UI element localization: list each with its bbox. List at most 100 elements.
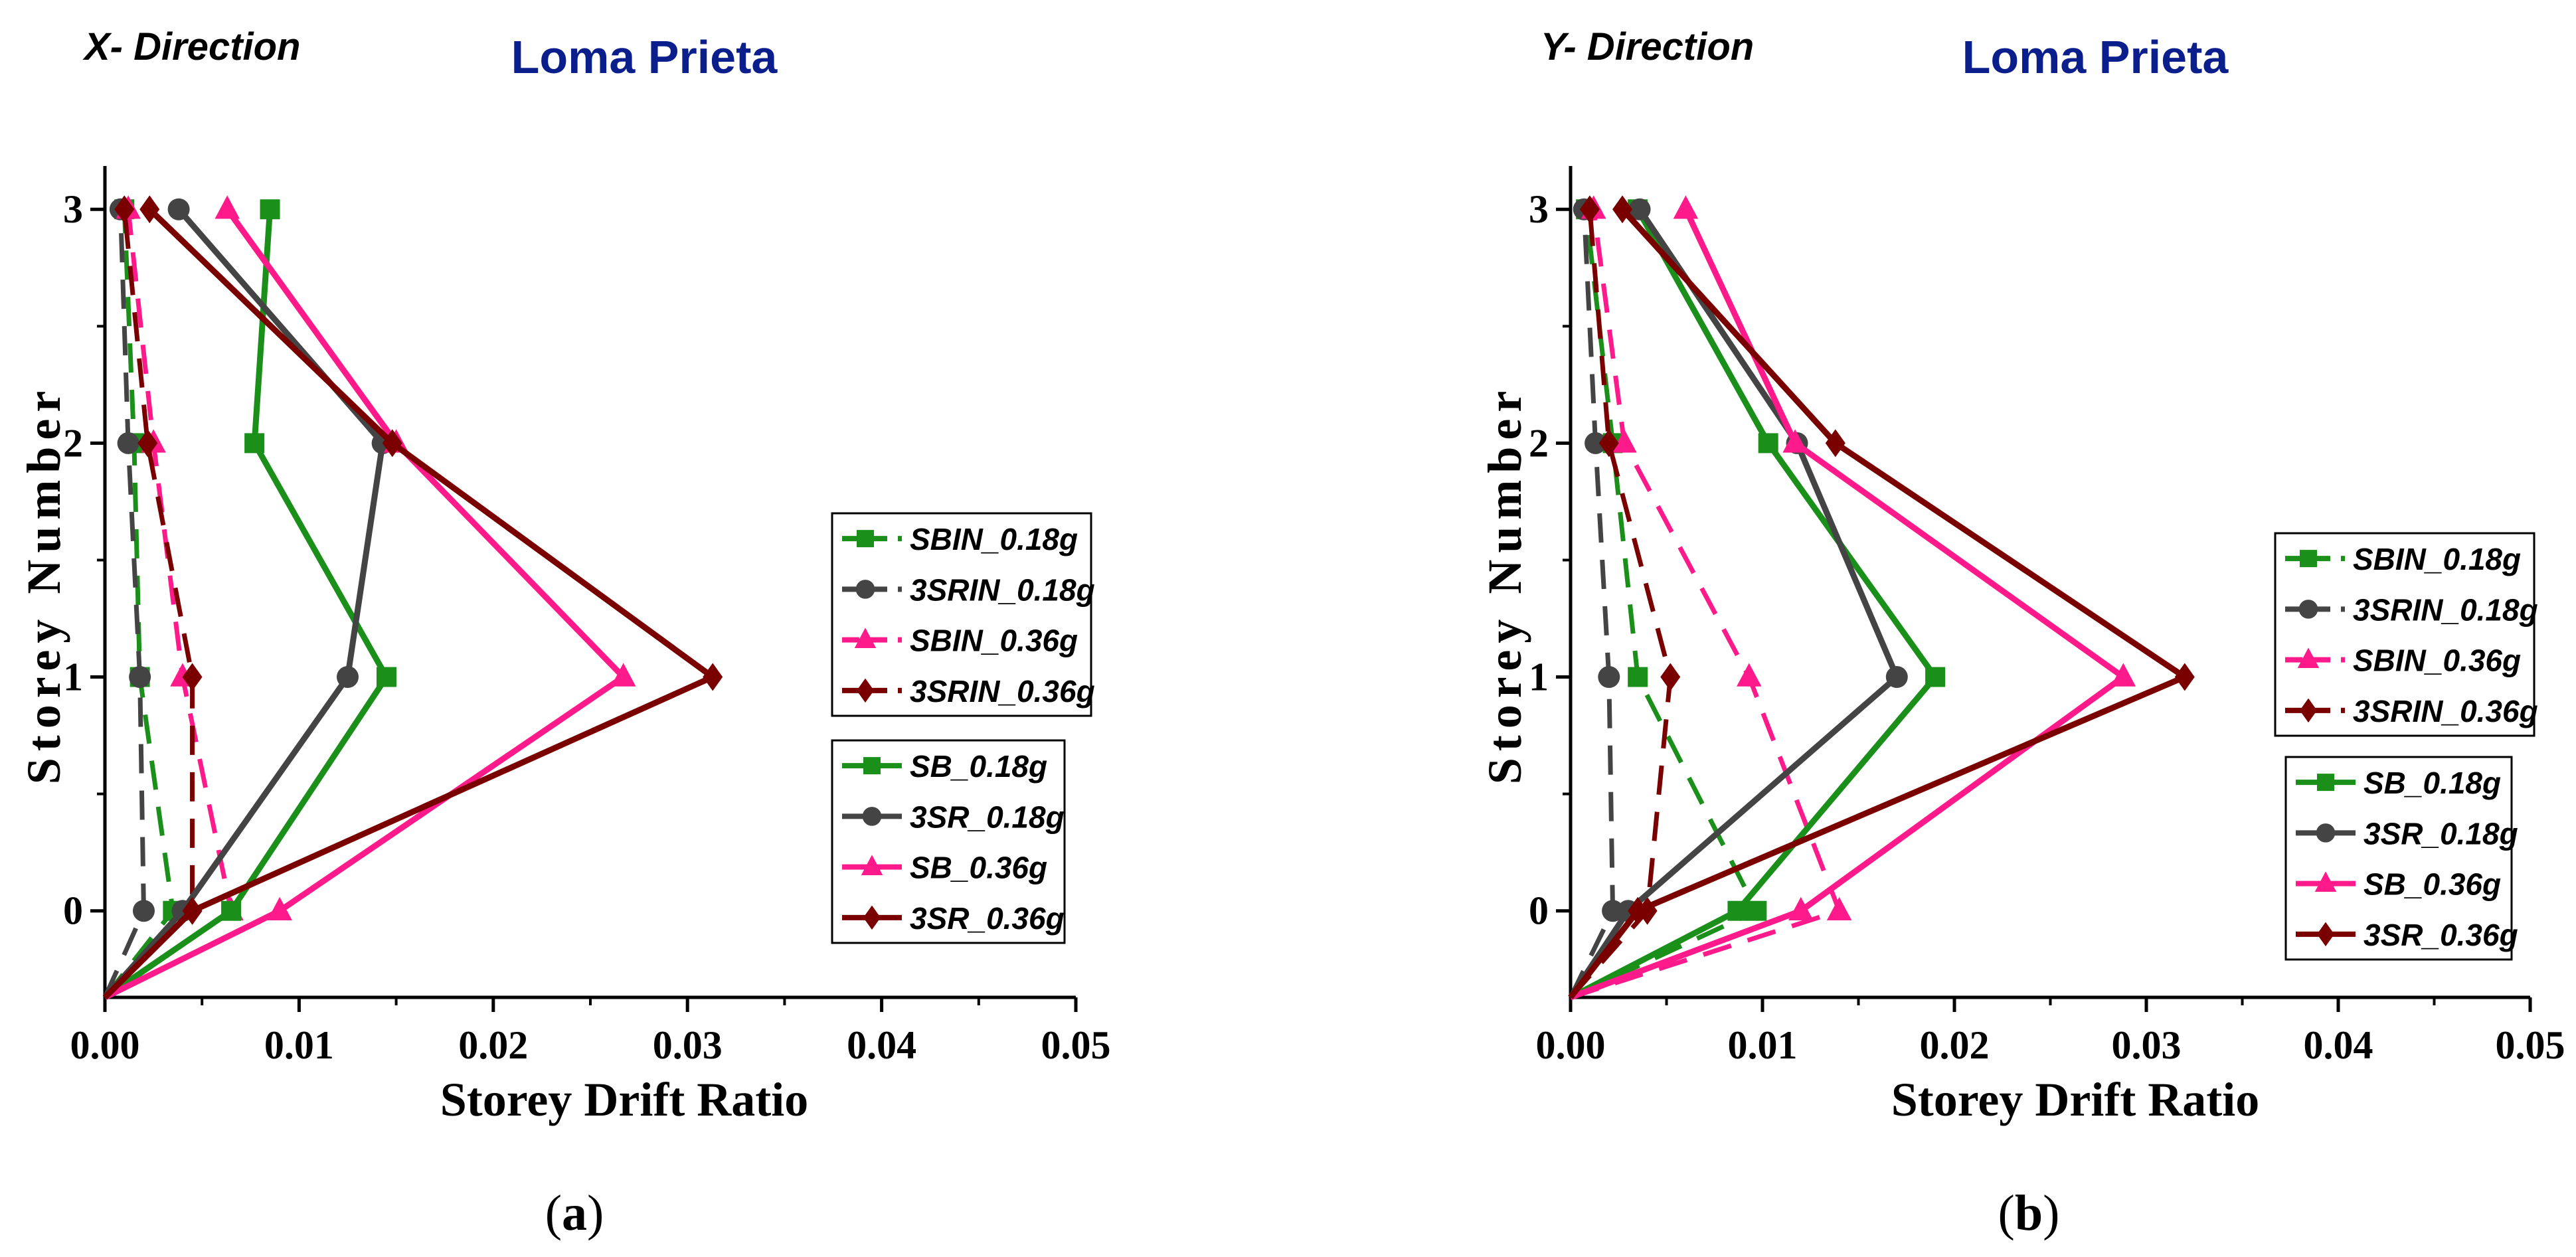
data-point-3SRIN_0.36g bbox=[1579, 195, 1600, 224]
panel-b-direction-label: Y- Direction bbox=[1541, 25, 1754, 68]
legend-swatch-marker bbox=[2297, 647, 2320, 668]
data-point-SB_0.18g bbox=[260, 199, 280, 220]
data-point-3SR_0.18g bbox=[1628, 198, 1651, 220]
legend-swatch-marker bbox=[2300, 698, 2317, 723]
data-point-SB_0.18g bbox=[376, 667, 396, 687]
panel-b-caption: (b) bbox=[1998, 1185, 2060, 1241]
legend-swatch-marker bbox=[2317, 774, 2334, 792]
legend-label: SB_0.18g bbox=[2363, 766, 2501, 800]
legend-swatch-marker bbox=[861, 855, 883, 875]
x-tick-label: 0.05 bbox=[1041, 1023, 1111, 1067]
x-tick-label: 0.03 bbox=[2112, 1023, 2182, 1067]
data-point-SBIN_0.18g bbox=[1628, 667, 1648, 687]
legend-label: 3SR_0.36g bbox=[910, 901, 1065, 936]
panel-a-plot-area: 0.00 0.01 0.02 0.03 0.04 0.05 0 1 2 3 bbox=[63, 166, 1111, 1067]
data-point-SBIN_0.36g bbox=[1737, 663, 1762, 687]
data-point-SB_0.36g bbox=[215, 195, 240, 219]
x-tick-label: 0.00 bbox=[70, 1023, 140, 1067]
data-point-3SRIN_0.18g bbox=[117, 432, 139, 454]
x-tick-label: 0.01 bbox=[1728, 1023, 1798, 1067]
panel-a-legend-top: SBIN_0.18g 3SRIN_0.18g SBIN_0.36g 3SRIN_0.3… bbox=[831, 512, 1095, 717]
data-point-3SRIN_0.36g bbox=[182, 663, 203, 691]
panel-a-direction-label: X- Direction bbox=[82, 25, 301, 68]
data-point-SB_0.18g bbox=[221, 900, 242, 921]
data-point-3SR_0.36g bbox=[703, 663, 723, 691]
panel-b-legend-top: SBIN_0.18g 3SRIN_0.18g SBIN_0.36g 3SRIN_0.3… bbox=[2274, 532, 2538, 737]
legend-swatch-marker bbox=[863, 905, 881, 930]
legend-label: SB_0.36g bbox=[2363, 867, 2501, 902]
y-tick-label: 2 bbox=[63, 421, 83, 465]
x-tick-label: 0.00 bbox=[1536, 1023, 1606, 1067]
data-point-3SRIN_0.36g bbox=[1598, 429, 1619, 458]
legend-label: 3SR_0.36g bbox=[2363, 918, 2518, 952]
legend-label: 3SRIN_0.18g bbox=[2353, 592, 2538, 627]
panel-a-caption: (a) bbox=[545, 1185, 604, 1241]
legend-swatch-marker bbox=[2300, 550, 2317, 568]
panel-b-plot-area: 0.00 0.01 0.02 0.03 0.04 0.05 0 1 2 3 bbox=[1529, 166, 2565, 1067]
data-point-3SRIN_0.18g bbox=[1585, 432, 1607, 454]
x-tick-label: 0.04 bbox=[2304, 1023, 2373, 1067]
legend-box bbox=[2274, 532, 2535, 737]
data-point-3SRIN_0.36g bbox=[1660, 663, 1681, 691]
series-3SRIN_0.18g bbox=[102, 198, 155, 999]
x-tick-label: 0.04 bbox=[847, 1023, 916, 1067]
data-point-SB_0.18g bbox=[1925, 667, 1946, 687]
legend-swatch-marker bbox=[2298, 600, 2318, 619]
data-point-SB_0.36g bbox=[1788, 896, 1814, 920]
legend-label: 3SR_0.18g bbox=[910, 799, 1065, 834]
series-SB_0.36g bbox=[1569, 195, 2136, 1001]
data-point-3SRIN_0.36g bbox=[137, 429, 158, 458]
data-point-SB_0.18g bbox=[244, 433, 265, 454]
legend-label: 3SRIN_0.18g bbox=[910, 572, 1095, 607]
data-point-SB_0.36g bbox=[1782, 429, 1808, 453]
y-tick-label: 0 bbox=[63, 889, 83, 933]
data-point-3SR_0.18g bbox=[167, 198, 190, 220]
legend-label: 3SRIN_0.36g bbox=[910, 674, 1095, 709]
data-point-3SRIN_0.18g bbox=[129, 666, 151, 689]
series-line-3SRIN_0.36g bbox=[103, 209, 195, 999]
legend-swatch-marker bbox=[855, 580, 875, 599]
panel-b-y-axis-label: Storey Number bbox=[1478, 384, 1531, 785]
series-3SR_0.36g bbox=[102, 195, 723, 1000]
panel-b-chart-title: Loma Prieta bbox=[1962, 31, 2229, 83]
legend-label: SBIN_0.36g bbox=[2353, 643, 2521, 678]
data-point-3SR_0.36g bbox=[382, 429, 402, 458]
panel-a-chart-title: Loma Prieta bbox=[511, 31, 778, 83]
panel-a-x-axis-label: Storey Drift Ratio bbox=[440, 1073, 809, 1126]
panel-a-caption-letter: a bbox=[562, 1185, 587, 1241]
data-point-SB_0.18g bbox=[1758, 433, 1778, 454]
y-tick-label: 2 bbox=[1529, 421, 1549, 465]
data-point-3SR_0.18g bbox=[337, 666, 359, 689]
panel-b: Y- Direction Loma Prieta 0.00 0.01 0.02 0.0… bbox=[1478, 25, 2565, 1241]
legend-label: SB_0.18g bbox=[910, 749, 1047, 784]
legend-swatch-marker bbox=[2314, 871, 2337, 892]
legend-swatch-marker bbox=[854, 628, 877, 648]
panel-a: X- Direction Loma Prieta 0.00 0.01 0.02 0.0… bbox=[17, 25, 1111, 1241]
legend-swatch-marker bbox=[857, 678, 874, 703]
series-3SR_0.36g bbox=[1568, 195, 2195, 999]
legend-swatch-marker bbox=[863, 757, 881, 775]
panel-a-y-axis-label: Storey Number bbox=[17, 384, 70, 785]
legend-swatch-marker bbox=[862, 807, 882, 826]
legend-label: SBIN_0.36g bbox=[910, 624, 1078, 658]
panel-b-x-axis-label: Storey Drift Ratio bbox=[1891, 1073, 2260, 1126]
panel-b-caption-letter: b bbox=[2015, 1185, 2043, 1241]
series-SB_0.18g bbox=[103, 199, 396, 1000]
data-point-3SR_0.36g bbox=[139, 195, 160, 224]
data-point-3SR_0.36g bbox=[1612, 195, 1633, 224]
legend-swatch-marker bbox=[2316, 823, 2336, 843]
x-tick-label: 0.05 bbox=[2496, 1023, 2565, 1067]
x-tick-label: 0.01 bbox=[264, 1023, 334, 1067]
data-point-3SR_0.36g bbox=[2174, 663, 2195, 691]
data-point-SB_0.18g bbox=[1727, 900, 1748, 921]
y-tick-label: 0 bbox=[1529, 889, 1549, 933]
y-tick-label: 3 bbox=[63, 187, 83, 231]
legend-label: 3SR_0.18g bbox=[2363, 816, 2518, 851]
panel-a-legend-bottom: SB_0.18g 3SR_0.18g SB_0.36g 3SR_0.36g bbox=[831, 739, 1066, 944]
legend-box bbox=[831, 512, 1092, 717]
panel-b-legend-bottom: SB_0.18g 3SR_0.18g SB_0.36g 3SR_0.36g bbox=[2284, 756, 2518, 961]
x-tick-label: 0.03 bbox=[653, 1023, 723, 1067]
data-point-3SRIN_0.18g bbox=[1598, 666, 1620, 689]
